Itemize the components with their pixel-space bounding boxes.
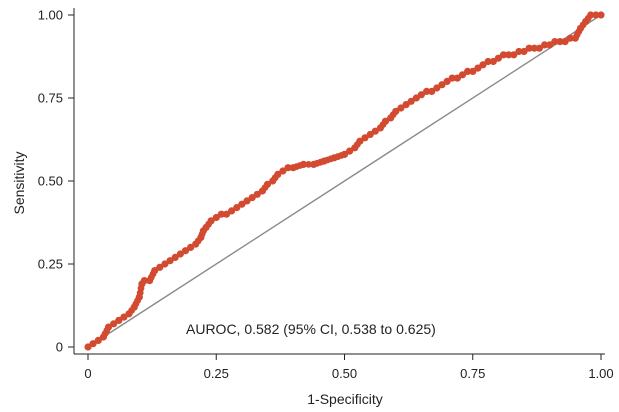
- roc-point: [366, 130, 374, 139]
- roc-point: [499, 51, 508, 59]
- roc-point: [597, 11, 605, 19]
- roc-point: [181, 247, 190, 255]
- roc-point: [474, 64, 482, 72]
- x-tick-label: 0: [84, 366, 91, 381]
- roc-point: [228, 207, 236, 215]
- roc-point: [217, 210, 225, 218]
- roc-point: [443, 77, 451, 85]
- roc-point: [115, 316, 123, 324]
- roc-point: [151, 267, 159, 275]
- roc-point: [412, 94, 420, 102]
- x-tick-label: 0.25: [204, 366, 229, 381]
- roc-point: [187, 243, 195, 251]
- roc-point: [222, 210, 231, 218]
- roc-point: [546, 41, 554, 49]
- roc-point: [448, 74, 456, 82]
- roc-point: [110, 320, 118, 328]
- roc-point: [361, 134, 369, 142]
- roc-point: [469, 67, 477, 75]
- roc-point: [104, 323, 113, 331]
- roc-point: [489, 57, 497, 66]
- roc-point: [464, 67, 472, 75]
- y-tick-label: 0.75: [38, 91, 63, 106]
- roc-point: [371, 127, 379, 135]
- x-tick-label: 0.50: [332, 366, 357, 381]
- roc-point: [551, 38, 559, 46]
- roc-point: [166, 257, 174, 265]
- roc-point: [233, 204, 241, 212]
- roc-point: [284, 164, 292, 172]
- roc-point: [161, 260, 169, 268]
- x-tick-label: 1.00: [588, 366, 613, 381]
- roc-point: [494, 54, 502, 62]
- reference-diagonal-line: [87, 14, 602, 348]
- roc-point: [423, 87, 431, 95]
- roc-point: [346, 147, 354, 155]
- y-axis-title: Sensitivity: [11, 151, 27, 214]
- roc-point: [248, 194, 256, 202]
- roc-point: [428, 87, 436, 95]
- roc-point: [592, 11, 600, 19]
- roc-point: [356, 137, 364, 145]
- roc-point: [510, 51, 518, 59]
- roc-point: [171, 253, 179, 261]
- x-tick-label: 0.75: [460, 366, 485, 381]
- annotation-text: AUROC, 0.582 (95% CI, 0.538 to 0.625): [186, 321, 436, 337]
- roc-point: [253, 190, 261, 198]
- roc-point: [340, 150, 349, 158]
- roc-point: [274, 170, 282, 178]
- roc-point: [94, 336, 102, 344]
- roc-point: [305, 161, 312, 168]
- roc-point: [438, 81, 446, 89]
- roc-point: [263, 180, 272, 188]
- y-tick-label: 0.25: [38, 257, 63, 272]
- roc-point: [89, 340, 97, 348]
- roc-point: [417, 91, 425, 99]
- roc-point: [207, 217, 215, 225]
- roc-point: [556, 38, 564, 46]
- x-axis-title: 1-Specificity: [307, 391, 382, 407]
- roc-point: [458, 71, 467, 79]
- roc-point: [453, 74, 461, 82]
- roc-point: [279, 167, 287, 175]
- roc-point: [561, 38, 569, 46]
- roc-point: [433, 84, 441, 92]
- roc-point: [381, 117, 390, 125]
- roc-point: [520, 47, 528, 56]
- roc-point: [156, 263, 164, 271]
- roc-curve-points: [84, 11, 605, 351]
- roc-point: [120, 313, 128, 321]
- roc-point: [515, 47, 523, 56]
- roc-point: [407, 97, 415, 105]
- roc-point: [238, 200, 246, 208]
- roc-point: [212, 213, 220, 222]
- roc-point: [530, 44, 538, 52]
- roc-point: [176, 250, 184, 258]
- roc-point: [484, 57, 492, 66]
- roc-point: [525, 44, 533, 52]
- roc-point: [243, 197, 251, 205]
- roc-point: [402, 101, 410, 109]
- roc-point: [505, 51, 513, 59]
- roc-point: [587, 11, 595, 19]
- ticks-layer: 0 0.25 0.50 0.75 1.00 0 0.25 0.50 0.75 1.00: [38, 8, 614, 382]
- roc-point: [397, 104, 405, 112]
- roc-point: [140, 277, 148, 285]
- roc-point: [299, 160, 308, 168]
- y-tick-label: 0.50: [38, 174, 63, 189]
- y-tick-label: 1.00: [38, 8, 63, 23]
- roc-point: [392, 107, 400, 115]
- y-tick-label: 0: [56, 340, 63, 355]
- roc-point: [566, 34, 574, 42]
- roc-point: [535, 44, 544, 52]
- roc-point: [541, 41, 549, 49]
- roc-point: [84, 343, 92, 351]
- plot-layer: [84, 11, 605, 351]
- roc-point: [479, 61, 487, 69]
